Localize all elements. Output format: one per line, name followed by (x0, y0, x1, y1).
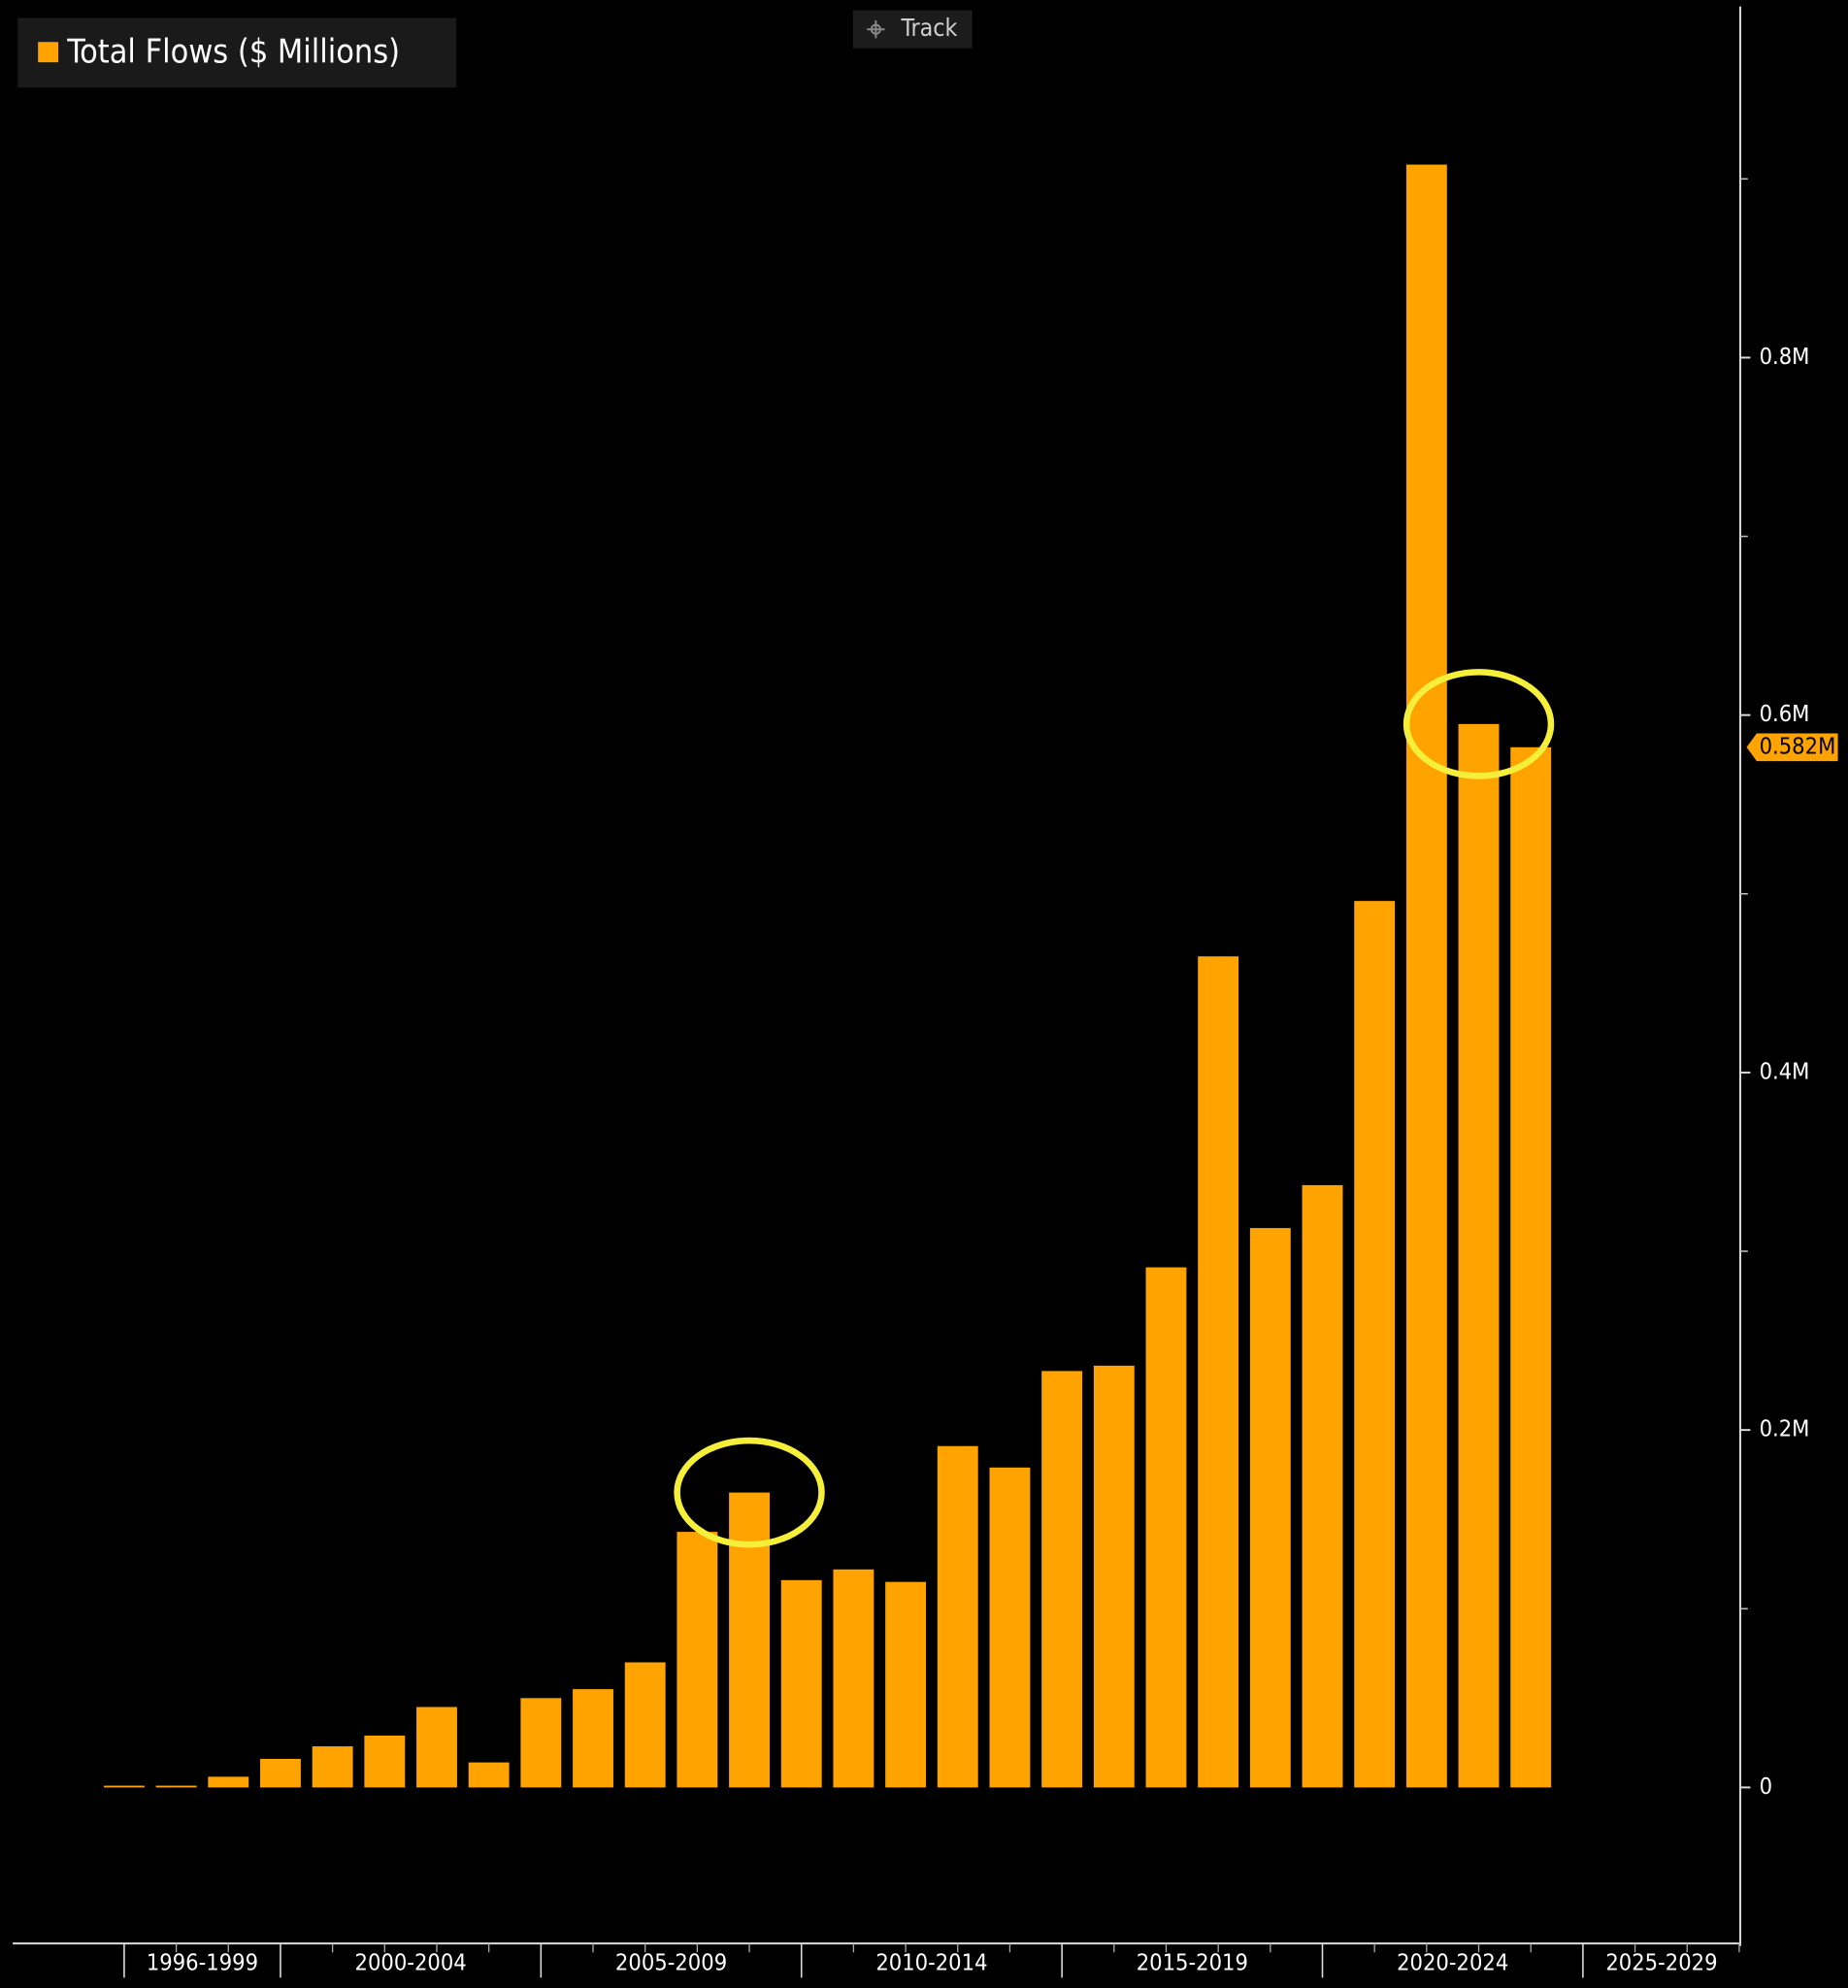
bar (729, 1492, 770, 1788)
bar (573, 1689, 613, 1788)
bar (1041, 1371, 1083, 1788)
bar (1354, 901, 1396, 1788)
y-tick-label: 0.4M (1760, 1057, 1810, 1084)
bar (208, 1776, 249, 1788)
x-band-label: 2025-2029 (1605, 1949, 1717, 1976)
track-label[interactable]: Track (900, 14, 957, 42)
x-band-label: 2000-2004 (355, 1949, 467, 1976)
bar (416, 1706, 457, 1788)
x-band-label: 2015-2019 (1137, 1949, 1248, 1976)
bar (1510, 746, 1552, 1788)
bar (1302, 1184, 1343, 1788)
bar (1145, 1267, 1187, 1788)
y-tick-label: 0.6M (1760, 700, 1810, 727)
bar (780, 1579, 822, 1788)
x-band-label: 2010-2014 (875, 1949, 987, 1976)
bar (103, 1785, 145, 1788)
value-tag (1746, 733, 1838, 762)
crosshair-icon (867, 20, 885, 39)
bar (937, 1445, 978, 1788)
legend-box (17, 17, 457, 88)
bar (1405, 164, 1447, 1788)
bar (260, 1758, 301, 1788)
bar (1458, 723, 1500, 1788)
y-tick-label: 0.8M (1760, 343, 1810, 370)
y-tick-label: 0.2M (1760, 1415, 1810, 1442)
legend-swatch (38, 42, 59, 63)
bar (312, 1746, 353, 1788)
bar (676, 1532, 718, 1788)
track-button[interactable]: Track (852, 10, 973, 49)
bar (624, 1662, 666, 1788)
bar (833, 1569, 874, 1788)
y-tick-label: 0 (1760, 1773, 1772, 1800)
bar (1093, 1365, 1135, 1788)
bar (885, 1581, 927, 1788)
x-band-label: 2005-2009 (615, 1949, 727, 1976)
highlight-ellipse (1402, 669, 1555, 779)
bar (989, 1467, 1031, 1788)
bar (1198, 956, 1239, 1788)
x-band-label: 2020-2024 (1397, 1949, 1508, 1976)
highlight-ellipse (674, 1437, 825, 1548)
x-band-label: 1996-1999 (147, 1949, 258, 1976)
bar (1249, 1228, 1291, 1788)
plot: 0 0.2M 0.4M 0.6M 0.8M 1996-1999 2000-2004 2005-… (103, 164, 1838, 1978)
bar (364, 1736, 406, 1788)
value-label: 0.582M (1760, 732, 1836, 759)
legend: Total Flows ($ Millions) (17, 17, 457, 88)
legend-label: Total Flows ($ Millions) (66, 33, 400, 72)
bar (520, 1698, 562, 1788)
bar (468, 1762, 510, 1788)
bar (155, 1785, 197, 1788)
